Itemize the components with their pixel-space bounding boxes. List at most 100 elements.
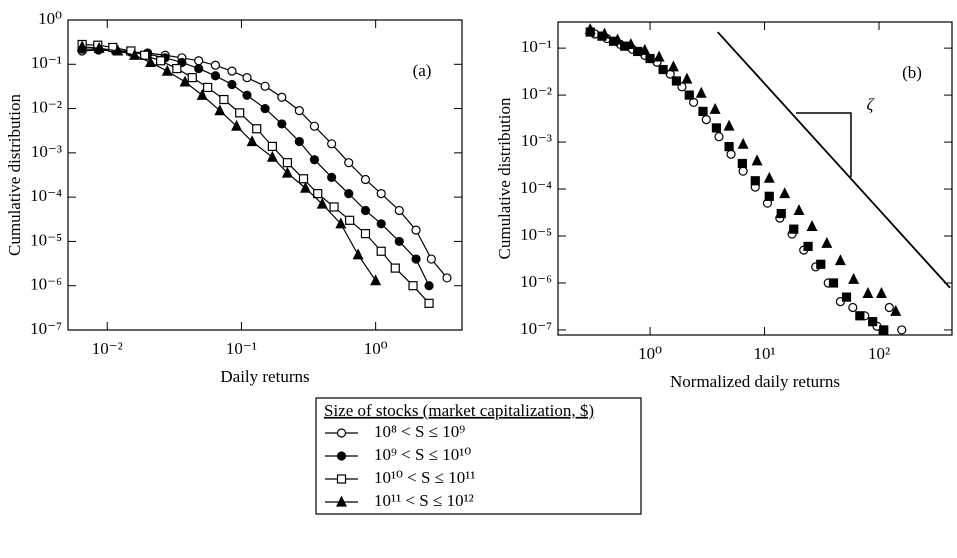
marker (329, 202, 339, 212)
legend-title: Size of stocks (market capitalization, $… (324, 401, 594, 420)
marker (76, 40, 88, 52)
marker (203, 82, 213, 93)
marker (394, 205, 404, 216)
y-tick-label: 10⁻⁷ (30, 319, 62, 338)
x-tick-label: 10¹ (753, 344, 775, 363)
marker (408, 281, 418, 291)
marker (726, 149, 736, 159)
marker (214, 104, 226, 116)
marker (667, 60, 679, 72)
marker (639, 43, 651, 55)
marker (711, 123, 722, 133)
marker (879, 325, 889, 335)
x-tick-label: 10⁻¹ (226, 339, 257, 358)
marker (612, 33, 624, 45)
y-tick-label: 10⁻³ (521, 131, 552, 150)
x-tick-label: 10⁻² (92, 339, 123, 358)
marker (684, 90, 694, 100)
marker (789, 224, 799, 234)
marker (260, 103, 270, 114)
marker (411, 254, 421, 264)
marker (267, 141, 277, 151)
marker (681, 72, 693, 84)
marker (709, 102, 721, 114)
marker (294, 136, 304, 147)
marker (701, 115, 711, 125)
marker (376, 219, 386, 229)
marker (235, 108, 245, 118)
legend-marker (336, 495, 347, 507)
marker (816, 259, 826, 269)
marker (227, 79, 237, 90)
marker (129, 48, 141, 60)
marker (394, 236, 404, 247)
marker (352, 248, 364, 260)
marker (93, 41, 105, 53)
marker (764, 191, 774, 201)
marker (266, 150, 278, 162)
marker (750, 176, 760, 186)
marker (862, 287, 874, 298)
marker (584, 23, 596, 35)
x-tick-label: 10⁰ (638, 344, 662, 363)
marker (599, 27, 610, 39)
marker (277, 119, 287, 129)
legend-label: 10⁹ < S ≤ 10¹⁰ (374, 445, 471, 464)
x-tick-label: 10² (868, 344, 890, 363)
marker (834, 254, 846, 266)
annotation: ζ (867, 95, 875, 114)
marker (294, 105, 304, 116)
marker (793, 204, 805, 216)
marker (714, 132, 724, 142)
marker (298, 174, 309, 184)
marker (411, 225, 421, 235)
panel-label: (b) (902, 63, 922, 82)
plot-frame (557, 21, 953, 336)
marker (806, 220, 818, 232)
y-tick-label: 10⁻⁴ (30, 186, 62, 205)
marker (194, 56, 204, 66)
marker (723, 119, 735, 131)
y-tick-label: 10⁻³ (31, 142, 62, 161)
legend-box (315, 397, 642, 515)
series-line (82, 43, 430, 304)
marker (868, 317, 878, 327)
marker (763, 171, 775, 183)
marker (897, 325, 907, 335)
marker (360, 174, 371, 185)
marker (219, 94, 229, 105)
x-axis-label: Normalized daily returns (670, 372, 840, 391)
marker (210, 71, 221, 81)
marker (821, 236, 833, 248)
legend-label: 10⁸ < S ≤ 10⁹ (374, 422, 465, 441)
marker (277, 92, 287, 102)
y-axis-label: Cumulative distribution (5, 94, 24, 256)
marker (890, 304, 902, 316)
marker (300, 181, 311, 193)
marker (653, 50, 665, 62)
slope-triangle-legs (796, 112, 852, 177)
marker (828, 278, 839, 288)
marker (424, 281, 434, 291)
marker (426, 254, 436, 264)
marker (260, 81, 270, 91)
marker (309, 121, 320, 131)
marker (313, 189, 323, 199)
marker (625, 38, 637, 50)
marker (424, 298, 434, 308)
y-tick-label: 10⁰ (38, 9, 62, 28)
marker (327, 172, 337, 182)
marker (316, 197, 328, 209)
marker (724, 142, 734, 152)
marker (645, 53, 655, 64)
marker (227, 66, 237, 76)
marker (658, 64, 668, 75)
y-tick-label: 10⁻¹ (521, 37, 552, 56)
marker (112, 44, 124, 56)
marker (194, 63, 204, 74)
marker (246, 135, 258, 147)
marker (345, 215, 355, 225)
marker (360, 205, 371, 216)
y-axis-label: Cumulative distribution (495, 97, 514, 259)
